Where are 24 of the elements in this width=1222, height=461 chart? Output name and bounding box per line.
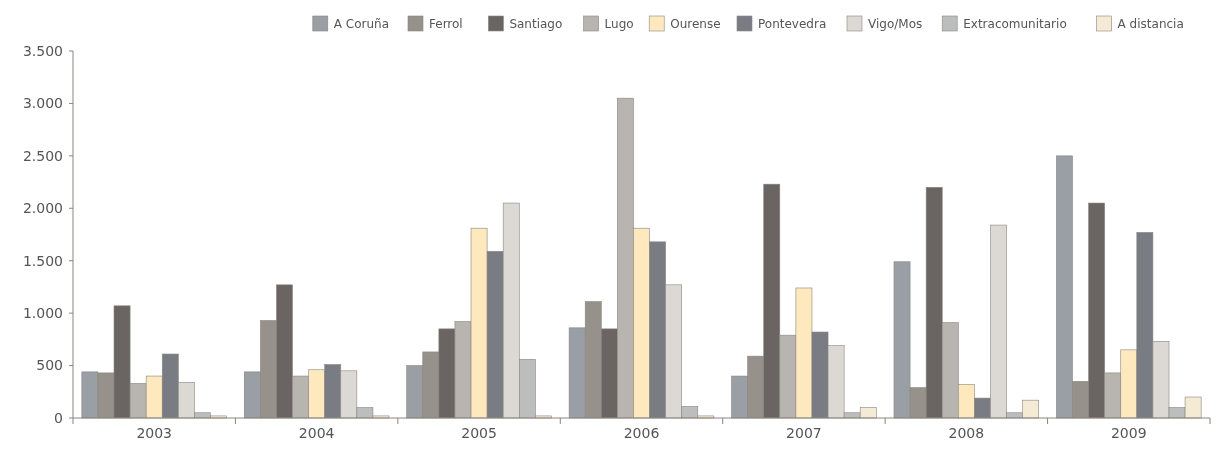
y-tick-label: 0	[54, 409, 63, 426]
x-tick-label: 2007	[786, 425, 822, 441]
y-tick-label: 500	[36, 357, 63, 374]
legend-label: Vigo/Mos	[868, 17, 923, 31]
y-tick-label: 3.000	[22, 95, 63, 112]
y-tick-label: 3.500	[22, 42, 63, 59]
legend-label: A distancia	[1117, 17, 1184, 31]
legend-label: Santiago	[509, 17, 563, 31]
y-tick-label: 2.000	[22, 200, 63, 217]
x-tick-label: 2009	[1110, 425, 1147, 441]
legend-label: Extracomunitario	[963, 17, 1067, 31]
y-tick-label: 1.500	[22, 252, 63, 269]
legend-label: Ourense	[670, 17, 721, 31]
x-tick-label: 2003	[136, 425, 173, 441]
legend-label: Ferrol	[429, 17, 463, 31]
x-tick-label: 2008	[948, 425, 985, 441]
x-tick-label: 2004	[298, 425, 335, 441]
legend-label: Pontevedra	[758, 17, 827, 31]
x-tick-label: 2006	[623, 425, 660, 441]
x-tick-label: 2005	[461, 425, 497, 441]
y-tick-label: 1.000	[22, 305, 63, 322]
y-tick-label: 2.500	[22, 147, 63, 164]
legend-label: Lugo	[604, 17, 634, 31]
legend-label: A Coruña	[333, 17, 390, 31]
